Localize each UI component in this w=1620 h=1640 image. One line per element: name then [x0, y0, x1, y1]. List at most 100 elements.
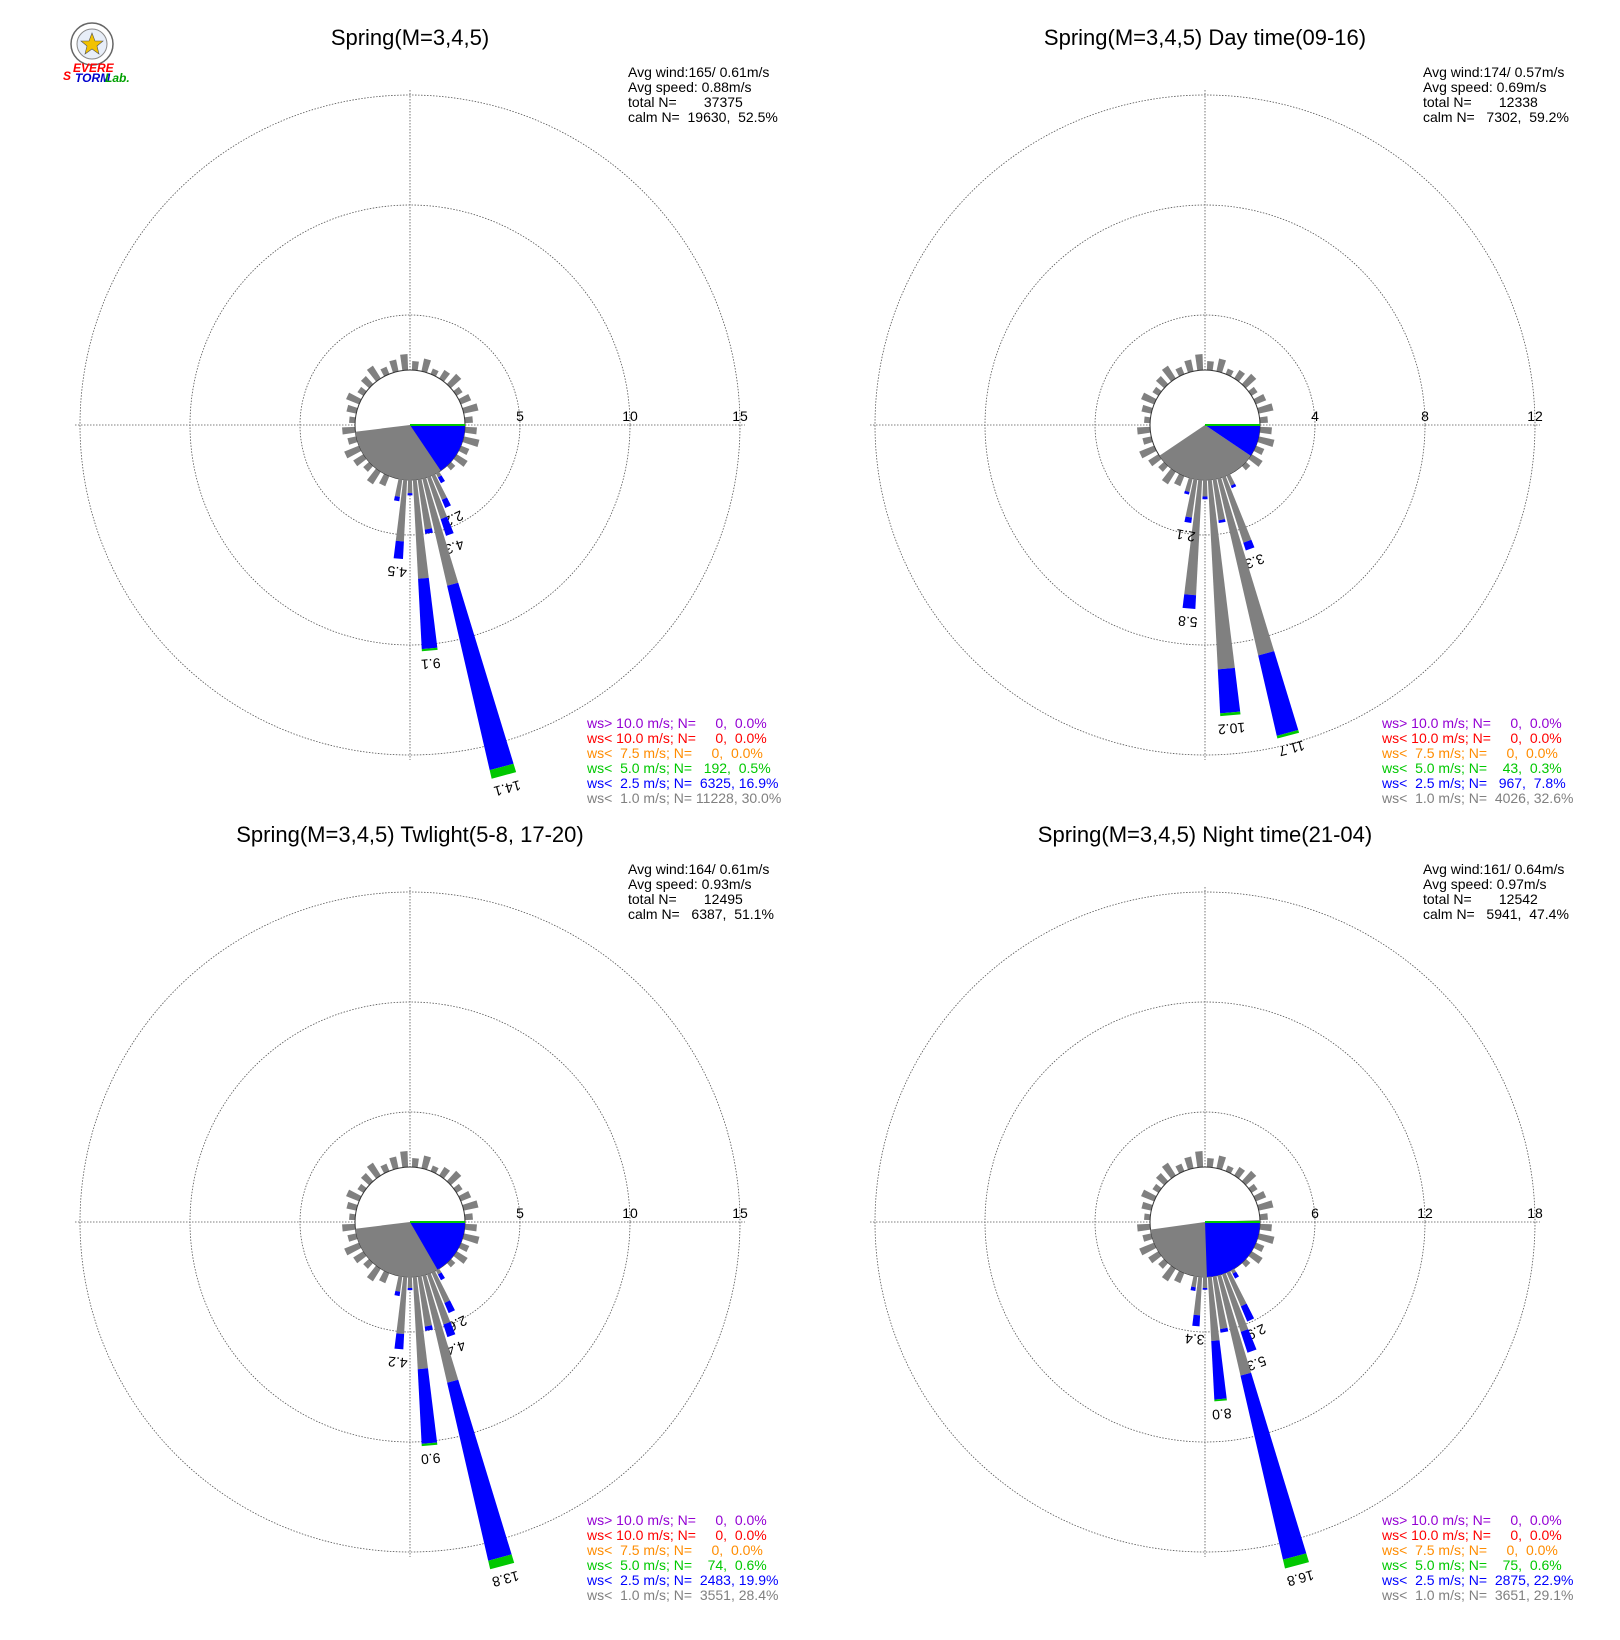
- wind-bar: [417, 1275, 433, 1331]
- wind-bar: 11.7: [1217, 477, 1306, 760]
- stat-calm: calm N= 7302, 59.2%: [1423, 109, 1569, 125]
- wind-bar: 9.0: [412, 1276, 441, 1468]
- hub-spoke-gray: [360, 1172, 374, 1186]
- bar-label: 5.8: [1177, 613, 1198, 631]
- hub-spoke-gray: [366, 468, 381, 485]
- bar-segment-green: [488, 1554, 515, 1570]
- bar-segment-gray: [1207, 1276, 1220, 1342]
- bar-segment-gray: [1185, 478, 1198, 518]
- bar-label: 9.1: [420, 655, 441, 673]
- hub-spoke-gray: [458, 1242, 470, 1253]
- hub-spoke-gray: [1257, 436, 1275, 447]
- hub-spoke-gray: [1248, 454, 1263, 467]
- bar-segment-gray: [426, 475, 448, 520]
- hub-spoke-gray: [453, 1251, 468, 1264]
- hub-spoke-gray: [1155, 375, 1169, 389]
- bar-segment-green: [421, 1442, 438, 1447]
- hub-spoke-gray: [1184, 359, 1194, 373]
- bar-label: 5.3: [1244, 1353, 1268, 1375]
- hub-spoke-gray: [389, 359, 399, 373]
- bar-segment-blue: [1243, 539, 1255, 551]
- svg-text:S: S: [63, 69, 71, 83]
- stat-total: total N= 12495: [628, 891, 743, 907]
- hub-spoke-gray: [1161, 1265, 1176, 1282]
- bar-label: 8.0: [1211, 1405, 1232, 1423]
- bar-segment-green: [1220, 711, 1241, 717]
- hub-spoke-gray: [353, 454, 367, 467]
- bar-segment-gray: [394, 478, 403, 497]
- hub-spoke-gray: [353, 1251, 367, 1264]
- legend-entry: ws< 7.5 m/s; N= 0, 0.0%: [586, 745, 763, 761]
- wind-bar: [435, 471, 445, 484]
- wind-bar: [407, 1276, 413, 1291]
- bar-segment-gray: [422, 477, 459, 586]
- stat-avg-wind: Avg wind:164/ 0.61m/s: [628, 861, 769, 877]
- windrose-panel-1: Spring(M=3,4,5)5 10 152.24.314.19.14.5Avg …: [75, 25, 781, 806]
- wind-bar: 13.8: [422, 1274, 521, 1590]
- hub-spoke-gray: [1144, 1213, 1151, 1221]
- bar-segment-blue: [1240, 1329, 1257, 1353]
- bar-segment-blue: [440, 516, 454, 536]
- stat-total: total N= 12338: [1423, 94, 1538, 110]
- hub-spoke-gray: [1175, 1163, 1185, 1174]
- wind-bar: [435, 1268, 445, 1281]
- calm-wedge-blue: [1205, 425, 1260, 456]
- hub-spoke-gray: [1137, 1223, 1151, 1232]
- hub-spoke-gray: [366, 1162, 381, 1179]
- bar-segment-blue: [1202, 496, 1208, 500]
- hub-spoke-gray: [1253, 1242, 1265, 1253]
- legend-entry: ws< 5.0 m/s; N= 75, 0.6%: [1381, 1557, 1562, 1573]
- hub-spoke-gray: [363, 1258, 374, 1269]
- legend-entry: ws< 1.0 m/s; N= 11228, 30.0%: [586, 790, 781, 806]
- bar-segment-gray: [1202, 479, 1208, 497]
- hub-spoke-gray: [366, 365, 381, 382]
- wind-bar: 3.3: [1221, 475, 1267, 572]
- stat-total: total N= 37375: [628, 94, 743, 110]
- hub-spoke-gray: [1253, 1191, 1267, 1202]
- hub-spoke-gray: [349, 416, 356, 424]
- hub-spoke-gray: [1148, 1251, 1162, 1264]
- hub-spoke-gray: [1253, 445, 1265, 456]
- hub-spoke-gray: [1174, 473, 1185, 487]
- hub-spoke-gray: [1184, 1156, 1194, 1170]
- wind-bar: 8.0: [1207, 1276, 1232, 1423]
- bar-segment-gray: [395, 1275, 403, 1292]
- tick-label: 5: [516, 1205, 524, 1221]
- bar-segment-gray: [1193, 1276, 1203, 1316]
- bar-segment-gray: [417, 478, 432, 530]
- bar-segment-blue: [1184, 516, 1192, 524]
- bar-segment-green: [489, 763, 517, 779]
- wind-bar: [1226, 474, 1237, 489]
- bar-segment-blue: [1211, 1340, 1227, 1400]
- wind-bar: [1190, 1275, 1198, 1291]
- legend-entry: ws< 1.0 m/s; N= 3551, 28.4%: [586, 1587, 778, 1603]
- hub-spoke-gray: [462, 436, 480, 447]
- bar-segment-gray: [435, 1268, 442, 1275]
- legend-entry: ws> 10.0 m/s; N= 0, 0.0%: [1381, 1512, 1562, 1528]
- bar-segment-gray: [1212, 478, 1226, 521]
- bar-segment-blue: [407, 493, 413, 496]
- tick-label: 12: [1527, 408, 1543, 424]
- wind-bar: 9.1: [412, 479, 441, 673]
- panel-title: Spring(M=3,4,5): [331, 25, 489, 50]
- hub-spoke-gray: [347, 436, 358, 445]
- hub-spoke-gray: [389, 1156, 399, 1170]
- wind-bar: [407, 479, 413, 496]
- bar-segment-blue: [407, 1287, 413, 1291]
- legend-entry: ws< 5.0 m/s; N= 43, 0.3%: [1381, 760, 1562, 776]
- hub-spoke-gray: [400, 1151, 409, 1168]
- bar-segment-blue: [441, 497, 451, 509]
- hub-spoke-gray: [1257, 403, 1274, 414]
- bar-segment-gray: [1226, 474, 1235, 486]
- bar-segment-gray: [1230, 1268, 1237, 1274]
- bar-segment-blue: [1217, 667, 1241, 714]
- hub-spoke-gray: [1253, 394, 1267, 405]
- hub-spoke-gray: [1241, 373, 1257, 389]
- windrose-panel-2: Spring(M=3,4,5) Day time(09-16) 4 8 12 3.3 11…: [870, 25, 1573, 806]
- hub-spoke-gray: [347, 1233, 358, 1242]
- svg-text:Lab.: Lab.: [105, 71, 130, 85]
- hub-spoke-gray: [458, 394, 472, 405]
- bar-segment-gray: [412, 1276, 428, 1370]
- hub-spoke-gray: [1142, 1233, 1153, 1242]
- hub-spoke-gray: [1137, 426, 1151, 435]
